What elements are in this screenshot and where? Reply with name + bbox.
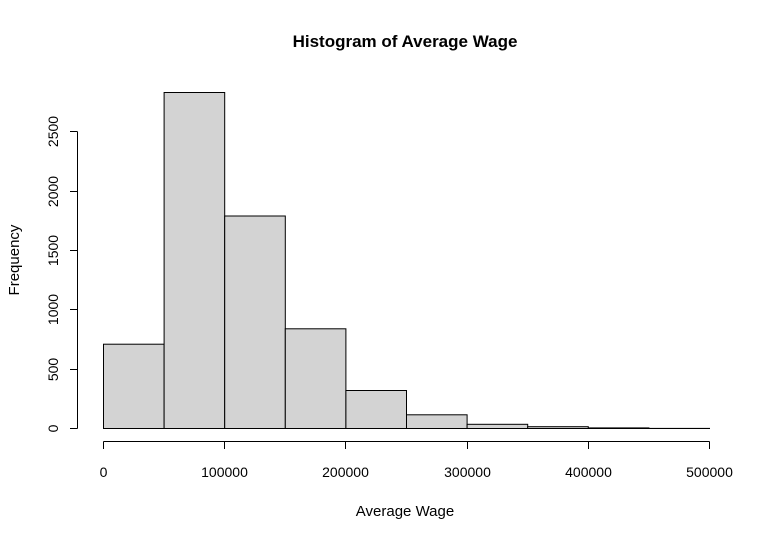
x-tick-label: 400000 — [565, 464, 612, 480]
y-axis: 0 500 1000 1500 2000 2500 — [45, 116, 78, 432]
histogram-bar — [587, 427, 650, 429]
x-tick-label: 100000 — [201, 464, 248, 480]
y-tick-label: 1500 — [45, 235, 61, 266]
histogram-bar — [345, 390, 407, 429]
chart-title: Histogram of Average Wage — [293, 32, 518, 51]
x-tick-label: 500000 — [686, 464, 733, 480]
histogram-bar — [163, 92, 226, 429]
histogram-bar — [406, 414, 468, 429]
histogram-bar — [466, 423, 529, 429]
y-tick-label: 0 — [45, 424, 61, 432]
x-tick-label: 300000 — [444, 464, 491, 480]
histogram-bar — [527, 426, 589, 430]
histogram-bar — [284, 328, 347, 429]
histogram-bar — [103, 343, 165, 430]
y-tick-label: 2500 — [45, 116, 61, 147]
y-tick-label: 500 — [45, 358, 61, 382]
x-tick-label: 0 — [100, 464, 108, 480]
y-axis-label: Frequency — [6, 224, 23, 295]
bars-group — [103, 92, 711, 430]
x-axis-label: Average Wage — [356, 503, 454, 520]
y-tick-label: 2000 — [45, 176, 61, 207]
x-tick-label: 200000 — [322, 464, 369, 480]
x-axis: 0 100000 200000 300000 400000 500000 — [100, 441, 733, 480]
histogram-bar — [224, 215, 286, 429]
y-tick-label: 1000 — [45, 294, 61, 325]
